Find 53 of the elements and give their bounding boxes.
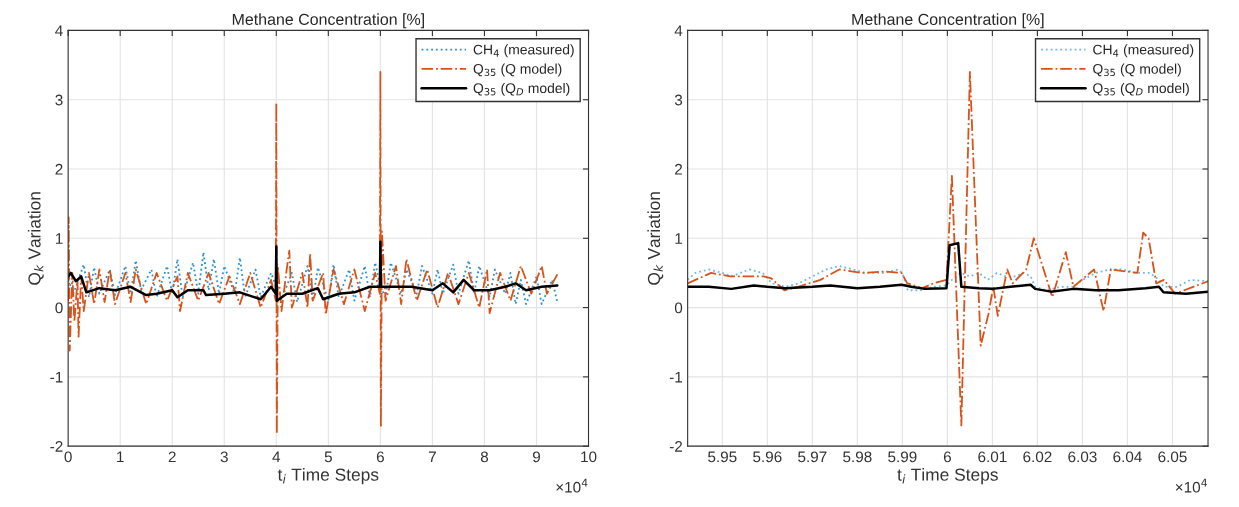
- x-tick-label: 3: [220, 451, 228, 463]
- x-tick-label: 5.99: [888, 451, 917, 463]
- x-axis-title: t$_{i}$ Time Steps: [897, 468, 998, 485]
- y-tick-label: 0: [55, 302, 63, 314]
- y-tick-label: 2: [675, 163, 683, 175]
- x-tick-label: 4: [272, 451, 281, 463]
- x-tick-label: 5: [324, 451, 332, 463]
- x-tick-label: 6: [376, 451, 384, 463]
- legend-label: CH$_{4}$ (measured): [1093, 44, 1194, 58]
- x-axis-title: t$_{i}$ Time Steps: [277, 468, 379, 485]
- x-tick-label: 6.01: [978, 451, 1007, 463]
- y-tick-label: -2: [50, 441, 63, 452]
- x-tick-label: 6: [943, 451, 951, 463]
- x-tick-label: 6.04: [1113, 451, 1142, 463]
- y-tick-label: 3: [55, 94, 63, 106]
- x-tick-label: 2: [168, 451, 176, 463]
- y-tick-label: -1: [50, 371, 63, 383]
- legend-label: CH$_{4}$ (measured): [473, 44, 574, 58]
- text: ×10$^{4}$: [1175, 478, 1207, 493]
- legend-label: Q$_{35}$ (Q model): [473, 63, 562, 77]
- y-axis-title: Q$_{k}$ Variation: [647, 192, 664, 285]
- y-tick-label: -1: [669, 371, 683, 383]
- y-tick-label: 1: [675, 233, 683, 244]
- x-tick-label: 7: [428, 451, 436, 463]
- chart-title: Methane Concentration [%]: [232, 13, 424, 29]
- x-tick-label: 1: [117, 451, 124, 463]
- line-series: [687, 241, 1209, 295]
- y-tick-label: 1: [55, 233, 63, 244]
- x-tick-label: 10: [581, 451, 597, 463]
- x-tick-label: 6.03: [1068, 451, 1097, 463]
- x-tick-label: 5.98: [843, 451, 872, 463]
- x-tick-label: 6.05: [1158, 451, 1187, 463]
- line-series: [68, 251, 559, 306]
- y-tick-label: 0: [674, 302, 683, 314]
- y-tick-label: 4: [55, 25, 63, 36]
- x-tick-label: 6.02: [1023, 451, 1052, 463]
- legend-label: Q$_{35}$ (Q$_{D}$ model): [473, 82, 570, 96]
- legend-label: Q$_{35}$ (Q model): [1093, 63, 1181, 77]
- y-tick-label: 2: [55, 163, 63, 175]
- text: ×10$^{4}$: [556, 478, 588, 493]
- chart-title: Methane Concentration [%]: [852, 13, 1044, 29]
- y-tick-label: -2: [669, 441, 683, 452]
- y-tick-label: 4: [674, 25, 683, 36]
- x-tick-label: 9: [532, 451, 541, 463]
- x-tick-label: 5.96: [753, 451, 782, 463]
- legend-label: Q$_{35}$ (Q$_{D}$ model): [1093, 82, 1189, 96]
- x-tick-label: 8: [480, 451, 489, 463]
- x-tick-label: 0: [64, 451, 72, 463]
- y-tick-label: 3: [674, 94, 683, 106]
- line-series: [68, 240, 559, 302]
- y-axis-title: Q$_{k}$ Variation: [27, 192, 44, 285]
- x-tick-label: 5.97: [798, 451, 827, 463]
- x-tick-label: 5.95: [708, 451, 737, 463]
